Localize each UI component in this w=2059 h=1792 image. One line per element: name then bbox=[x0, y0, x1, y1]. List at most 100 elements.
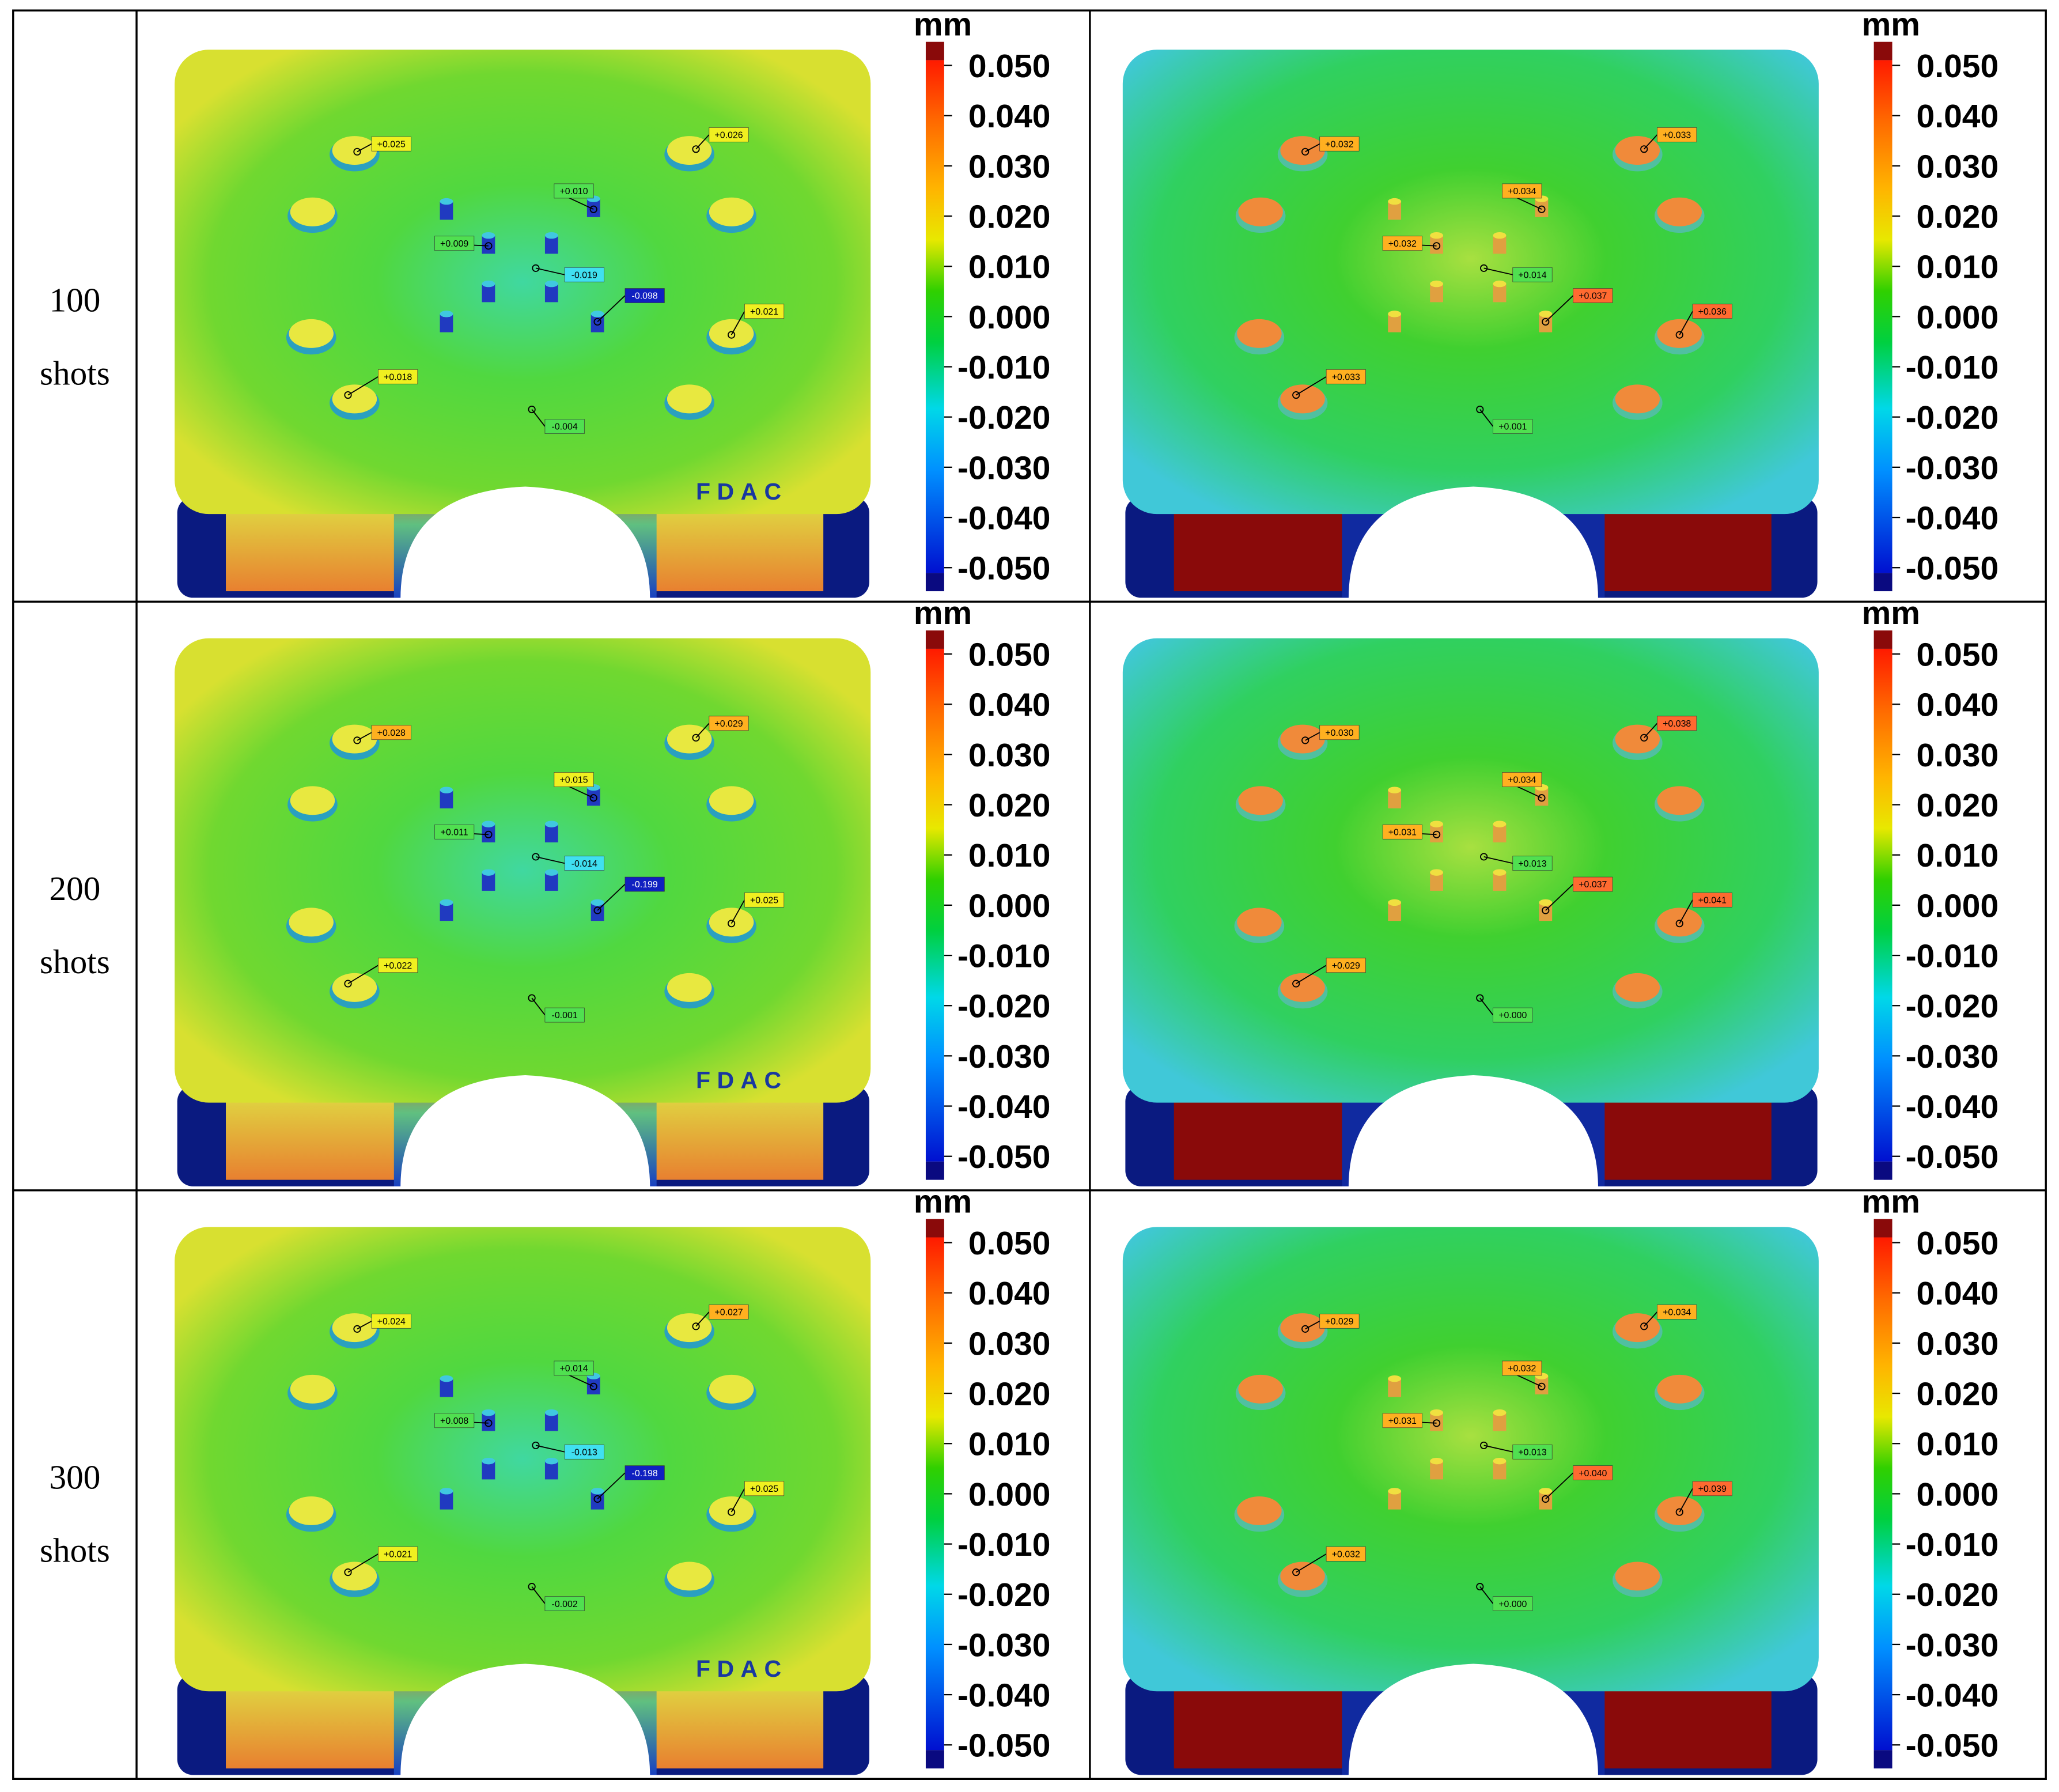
boss-top bbox=[544, 869, 558, 876]
part-side bbox=[1600, 1101, 1772, 1180]
pad bbox=[1237, 319, 1282, 348]
probe-point bbox=[727, 920, 736, 928]
annotation-box bbox=[554, 772, 594, 787]
colorbar-tick-label: 0.030 bbox=[1917, 149, 1999, 185]
colorbar-tick-label: -0.010 bbox=[1906, 939, 1999, 975]
pad bbox=[709, 319, 754, 348]
annotation-box bbox=[564, 856, 604, 871]
boss-top bbox=[440, 1488, 453, 1495]
annotation: -0.004 bbox=[552, 422, 578, 432]
annotation: +0.025 bbox=[750, 896, 778, 906]
annotation: +0.033 bbox=[1663, 131, 1691, 141]
boss-top bbox=[1388, 899, 1402, 906]
annotation-box bbox=[544, 419, 585, 434]
annotation-box bbox=[371, 1313, 411, 1329]
annotation-box bbox=[1502, 772, 1542, 787]
annotation-box bbox=[1573, 288, 1613, 303]
pad bbox=[289, 1496, 334, 1525]
colorbar bbox=[1873, 60, 1893, 573]
boss-top bbox=[544, 821, 558, 827]
annotation-box bbox=[624, 876, 665, 892]
colorbar bbox=[925, 60, 944, 573]
colorbar-tick-label: 0.020 bbox=[968, 199, 1051, 236]
boss-top bbox=[1493, 232, 1507, 239]
pad bbox=[289, 319, 334, 348]
leader-line bbox=[1545, 295, 1574, 323]
boss bbox=[440, 313, 453, 332]
boss-top bbox=[1388, 311, 1402, 317]
colorbar-unit: mm bbox=[1862, 6, 1920, 43]
probe-point bbox=[1480, 264, 1488, 272]
annotation: +0.028 bbox=[377, 728, 406, 738]
probe-point bbox=[593, 317, 601, 326]
probe-point bbox=[1542, 906, 1550, 914]
annotation: +0.029 bbox=[1332, 961, 1360, 971]
colorbar-cap bbox=[925, 1219, 944, 1238]
probe-point bbox=[1476, 994, 1484, 1002]
pad bbox=[290, 786, 335, 815]
leader-line bbox=[1296, 376, 1327, 396]
boss bbox=[482, 235, 495, 254]
annotation: +0.018 bbox=[384, 372, 412, 382]
part-top bbox=[1122, 638, 1819, 1103]
annotation: -0.013 bbox=[571, 1447, 597, 1457]
colorbar-tick-label: -0.040 bbox=[1906, 1089, 1999, 1125]
boss-top bbox=[1388, 198, 1402, 205]
boss-top bbox=[440, 787, 453, 793]
colorbar-tick-label: 0.050 bbox=[1917, 1226, 1999, 1262]
boss-top bbox=[591, 1488, 604, 1495]
colorbar-tick-label: 0.010 bbox=[1917, 249, 1999, 286]
probe-point bbox=[1640, 734, 1648, 742]
colorbar-cap bbox=[925, 573, 944, 592]
annotation-box bbox=[1657, 1305, 1697, 1320]
annotation-box bbox=[709, 716, 749, 731]
probe-point bbox=[1675, 920, 1683, 928]
probe-point bbox=[1542, 317, 1550, 326]
probe-point bbox=[528, 1583, 536, 1591]
annotation: +0.026 bbox=[714, 131, 743, 141]
boss bbox=[482, 1461, 495, 1480]
annotation-box bbox=[378, 958, 418, 973]
pad bbox=[667, 973, 712, 1002]
annotation: +0.034 bbox=[1508, 187, 1536, 196]
colorbar-tick-label: 0.040 bbox=[1917, 99, 1999, 135]
probe-point bbox=[692, 145, 700, 153]
boss-top bbox=[482, 1409, 495, 1416]
colorbar-tick-label: -0.020 bbox=[957, 1577, 1051, 1613]
colorbar-tick-label: 0.020 bbox=[1917, 199, 1999, 236]
pad bbox=[1238, 786, 1283, 815]
colorbar-unit: mm bbox=[914, 6, 972, 43]
boss-top bbox=[1388, 1375, 1402, 1382]
annotation-box bbox=[1512, 1444, 1553, 1460]
probe-point bbox=[1640, 145, 1648, 153]
deviation-map: +0.032 +0.033 +0.034 +0.032 +0.014 +0.037 +0.0… bbox=[1122, 6, 1999, 599]
boss bbox=[1388, 1378, 1402, 1397]
boss-top bbox=[544, 232, 558, 239]
colorbar-tick-label: -0.030 bbox=[1906, 1627, 1999, 1664]
annotation-box bbox=[709, 1305, 749, 1320]
cutout bbox=[1348, 1664, 1598, 1776]
annotation-box bbox=[744, 304, 785, 319]
probe-point bbox=[1432, 830, 1441, 838]
pad bbox=[1238, 1374, 1283, 1404]
boss bbox=[544, 824, 558, 842]
boss-top bbox=[482, 232, 495, 239]
boss bbox=[482, 1412, 495, 1431]
colorbar-cap bbox=[1873, 573, 1893, 592]
part-top bbox=[175, 638, 871, 1103]
annotation-box bbox=[1512, 856, 1553, 871]
pad bbox=[1280, 1562, 1325, 1591]
colorbar-tick-label: 0.040 bbox=[1917, 687, 1999, 724]
annotation: +0.013 bbox=[1518, 859, 1546, 869]
pad bbox=[709, 786, 754, 815]
boss bbox=[1388, 1491, 1402, 1510]
probe-point bbox=[528, 405, 536, 414]
row-label: 200 bbox=[49, 869, 100, 908]
leader-line bbox=[1296, 965, 1327, 984]
probe-point bbox=[1675, 331, 1683, 339]
probe-point bbox=[727, 331, 736, 339]
annotation-box bbox=[1382, 236, 1422, 251]
colorbar-tick-label: 0.040 bbox=[1917, 1276, 1999, 1312]
boss bbox=[544, 283, 558, 303]
boss-top bbox=[482, 1457, 495, 1465]
